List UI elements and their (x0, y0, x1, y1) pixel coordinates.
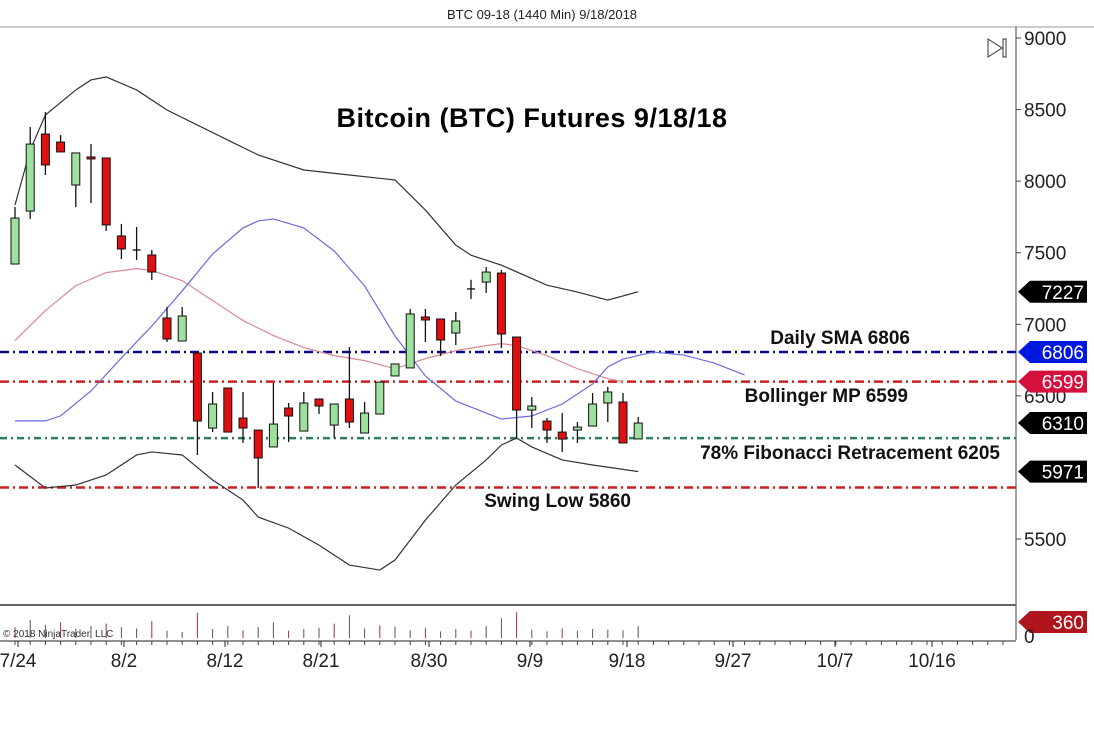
candle-body (208, 403, 218, 429)
candle-body (162, 317, 172, 340)
candle-body (314, 398, 324, 407)
price-marker: 6806 (1042, 343, 1084, 364)
candle-body (344, 398, 354, 423)
x-tick-label: 10/7 (817, 651, 854, 672)
x-tick-label: 9/9 (517, 651, 543, 672)
price-marker-bg (1018, 460, 1087, 483)
price-marker-bg (1018, 370, 1087, 393)
candle-body (268, 423, 278, 448)
y-tick-label: 9000 (1024, 29, 1066, 50)
candle-body (420, 316, 430, 321)
candle-body (329, 403, 339, 426)
candle-body (238, 417, 248, 429)
candle-body (527, 405, 537, 411)
candle-body (40, 133, 50, 166)
scroll-end-icon[interactable] (987, 38, 1007, 58)
x-tick-label: 8/2 (111, 651, 137, 672)
candle-body (633, 422, 643, 440)
candle-body (284, 407, 294, 417)
candle-body (542, 420, 552, 431)
candle-body (56, 141, 66, 153)
volume-zero-label: 0 (1024, 627, 1035, 648)
x-tick-label: 7/24 (0, 651, 37, 672)
candle-body (86, 156, 96, 160)
price-marker-bg (1018, 412, 1087, 435)
candle-body (436, 318, 446, 341)
candle-body (10, 217, 20, 265)
price-marker: 6599 (1042, 373, 1084, 394)
x-tick-label: 8/12 (207, 651, 244, 672)
price-marker: 6310 (1042, 414, 1084, 435)
chart-title: Bitcoin (BTC) Futures 9/18/18 (336, 103, 727, 133)
bollinger-lower-line (14, 437, 639, 571)
x-tick-label: 10/16 (908, 651, 956, 672)
bollinger-upper-line (14, 76, 639, 301)
x-tick-label: 9/27 (715, 651, 752, 672)
volume-marker: 360 (1052, 613, 1084, 634)
candle-body (512, 336, 522, 411)
level-label-swing-low: Swing Low 5860 (484, 491, 631, 512)
candle-body (253, 429, 263, 459)
candle-body (603, 391, 613, 404)
daily-sma-line (15, 218, 745, 422)
level-label-bollinger-mp: Bollinger MP 6599 (745, 386, 908, 407)
candle-body (147, 254, 157, 273)
copyright: © 2018 NinjaTrader, LLC (3, 629, 113, 640)
x-tick-label: 8/30 (411, 651, 448, 672)
y-tick-label: 7500 (1024, 244, 1066, 265)
candle-body (101, 157, 111, 226)
candle-body (223, 387, 233, 433)
price-marker-bg (1018, 280, 1087, 303)
bollinger-middle-line (14, 267, 624, 383)
candle-body (572, 426, 582, 431)
level-label-fibonacci: 78% Fibonacci Retracement 6205 (700, 443, 1000, 464)
candle-body (496, 272, 506, 335)
candle-body (299, 402, 309, 432)
candle-body (481, 271, 491, 283)
candle-body (177, 315, 187, 342)
candle-body (557, 431, 567, 440)
candle-body (375, 381, 385, 415)
level-label-sma: Daily SMA 6806 (770, 328, 910, 349)
candle-body (405, 313, 415, 369)
y-tick-label: 8000 (1024, 172, 1066, 193)
price-marker: 7227 (1042, 283, 1084, 304)
x-tick-label: 9/18 (609, 651, 646, 672)
candle-body (451, 320, 461, 334)
x-tick-label: 8/21 (303, 651, 340, 672)
price-marker: 5971 (1042, 463, 1084, 484)
volume-marker-bg (1018, 611, 1087, 633)
candle-body (360, 412, 370, 434)
candle-body (25, 143, 35, 212)
chart-header-title: BTC 09-18 (1440 Min) 9/18/2018 (447, 7, 637, 22)
y-tick-label: 7000 (1024, 315, 1066, 336)
y-tick-label: 8500 (1024, 101, 1066, 122)
y-tick-label: 5500 (1024, 530, 1066, 551)
candle-body (390, 363, 400, 377)
candle-body (618, 401, 628, 444)
candle-body (71, 152, 81, 186)
candle-body (116, 235, 126, 250)
candle-body (588, 403, 598, 427)
price-marker-bg (1018, 341, 1087, 364)
candle-body (192, 352, 202, 422)
